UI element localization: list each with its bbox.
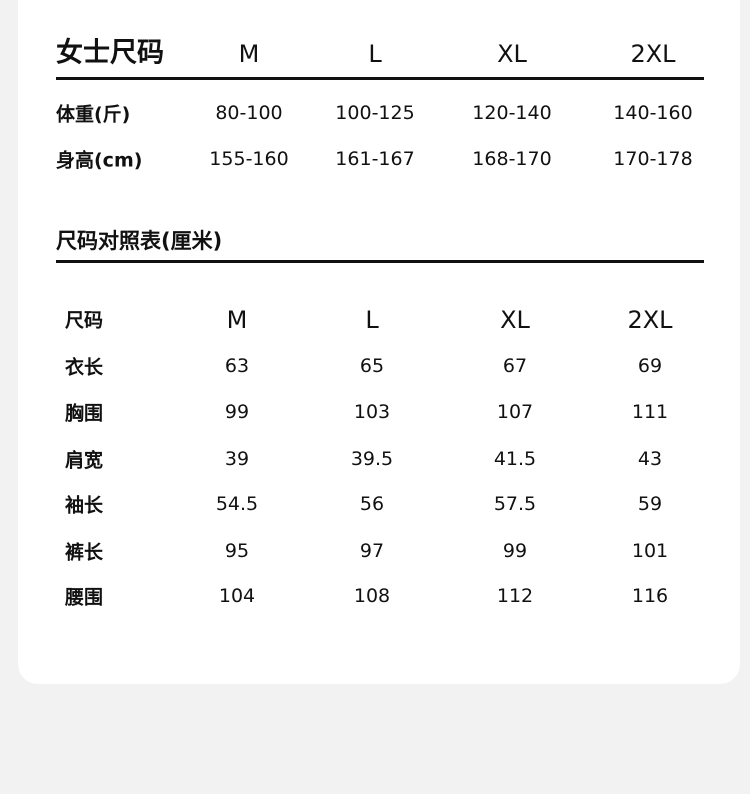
size-chart-divider — [56, 260, 704, 263]
row-label: 腰围 — [65, 586, 104, 609]
row-label: 肩宽 — [65, 449, 104, 472]
table-cell: 103 — [353, 401, 391, 423]
table-cell: 170-178 — [613, 148, 693, 170]
table-cell: 161-167 — [335, 148, 415, 170]
size-card — [18, 0, 740, 684]
row-label: 袖长 — [65, 494, 104, 517]
row-label: 裤长 — [65, 541, 104, 564]
table-cell: 95 — [224, 540, 250, 562]
table-cell: 67 — [502, 355, 528, 377]
table-cell: 54.5 — [215, 493, 259, 515]
size-header: L — [365, 306, 379, 334]
table-cell: 112 — [496, 585, 534, 607]
table-cell: 63 — [224, 355, 250, 377]
table-cell: 69 — [637, 355, 663, 377]
table-cell: 120-140 — [472, 102, 552, 124]
table-cell: 111 — [631, 401, 669, 423]
table-cell: 99 — [224, 401, 250, 423]
size-chart-header-label: 尺码 — [65, 309, 104, 332]
table-cell: 99 — [502, 540, 528, 562]
size-chart-title: 尺码对照表(厘米) — [56, 229, 223, 253]
table-cell: 97 — [359, 540, 385, 562]
table-cell: 140-160 — [613, 102, 693, 124]
table-cell: 100-125 — [335, 102, 415, 124]
table-cell: 155-160 — [209, 148, 289, 170]
size-header: XL — [500, 306, 530, 334]
table-cell: 59 — [637, 493, 663, 515]
size-header: XL — [497, 40, 527, 68]
table-cell: 108 — [353, 585, 391, 607]
women-size-title: 女士尺码 — [56, 37, 164, 69]
size-header: M — [238, 40, 260, 68]
table-cell: 104 — [218, 585, 256, 607]
table-cell: 43 — [637, 448, 663, 470]
size-header: M — [226, 306, 248, 334]
size-header: 2XL — [627, 306, 673, 334]
table-cell: 39 — [224, 448, 250, 470]
row-label: 胸围 — [65, 402, 104, 425]
table-cell: 168-170 — [472, 148, 552, 170]
table-cell: 80-100 — [215, 102, 283, 124]
table-cell: 107 — [496, 401, 534, 423]
row-label: 体重(斤) — [56, 103, 131, 126]
table-cell: 65 — [359, 355, 385, 377]
table-cell: 57.5 — [493, 493, 537, 515]
table-cell: 41.5 — [493, 448, 537, 470]
size-header: 2XL — [630, 40, 676, 68]
size-header: L — [368, 40, 382, 68]
table-cell: 56 — [359, 493, 385, 515]
row-label: 衣长 — [65, 356, 104, 379]
row-label: 身高(cm) — [56, 149, 143, 172]
table-cell: 116 — [631, 585, 669, 607]
table-cell: 101 — [631, 540, 669, 562]
table-cell: 39.5 — [350, 448, 394, 470]
header-divider — [56, 77, 704, 80]
